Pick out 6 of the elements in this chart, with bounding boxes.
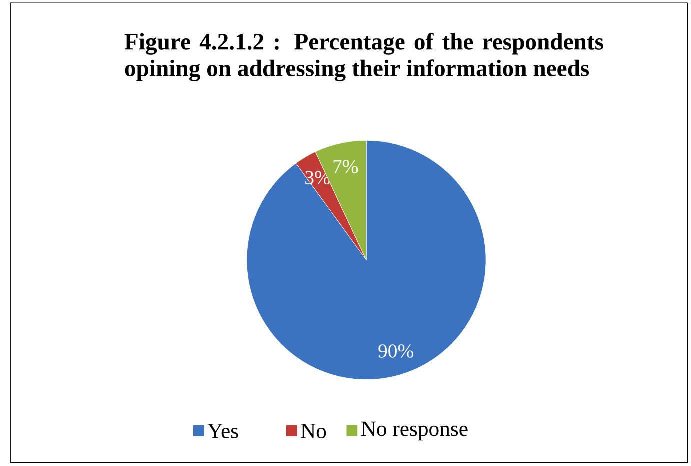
chart-title: Figure 4.2.1.2 : Percentage of the respondents opining on addressing their information needs: [124, 32, 604, 82]
legend-label: Yes: [208, 424, 238, 438]
data-label: 90%: [378, 344, 414, 358]
data-label: 7%: [334, 160, 358, 174]
legend-label: No: [301, 424, 326, 438]
legend-label: No response: [361, 422, 468, 441]
